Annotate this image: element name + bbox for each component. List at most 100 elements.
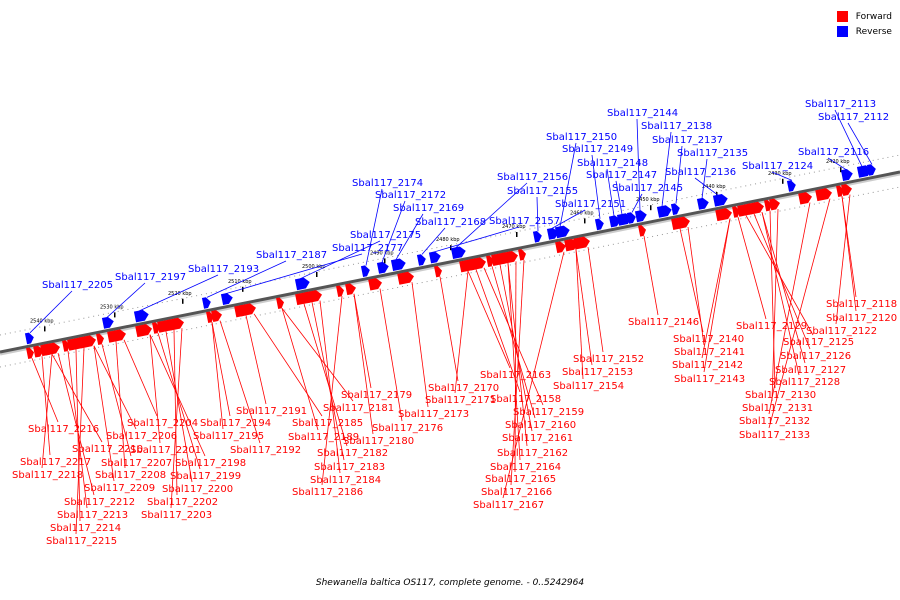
reverse-gene [626,212,636,224]
forward-gene-leader [173,329,178,496]
forward-gene [798,192,812,205]
forward-gene [79,335,96,349]
reverse-gene [712,194,728,207]
forward-gene-leader [281,307,354,402]
reverse-gene-label: Sbal117_2174 [352,178,423,189]
forward-gene-leader [311,302,345,461]
forward-gene-leader [510,259,525,486]
forward-gene-label: Sbal117_2213 [57,510,128,521]
forward-gene [305,290,322,304]
reverse-gene-leader [551,209,586,229]
reverse-gene-label: Sbal117_2151 [555,199,626,210]
legend-reverse-label: Reverse [855,26,892,37]
forward-gene [167,317,184,331]
reverse-gene [532,231,542,243]
reverse-gene [840,169,853,181]
scale-tick-label: 2460 kbp [570,210,594,216]
scale-tick-mark [182,298,184,304]
forward-gene-leader [321,296,343,486]
forward-gene-label: Sbal117_2143 [674,374,745,385]
forward-gene-label: Sbal117_2199 [170,471,241,482]
forward-gene-label: Sbal117_2209 [84,483,155,494]
reverse-gene-leader [536,196,539,232]
reverse-gene-label: Sbal117_2175 [350,230,421,241]
forward-gene-leader [41,354,53,469]
reverse-gene-label: Sbal117_2124 [742,161,813,172]
forward-gene-leader [353,293,374,435]
forward-gene-leader [507,262,521,461]
forward-gene-label: Sbal117_2201 [130,445,201,456]
forward-gene-leader [245,315,267,405]
reverse-gene-leader [455,182,528,248]
forward-gene-label: Sbal117_2130 [745,390,816,401]
reverse-gene [294,277,310,291]
reverse-gene [786,180,796,192]
forward-gene-leader [211,322,224,430]
scale-tick-mark [450,245,452,251]
forward-gene-label: Sbal117_2154 [553,381,624,392]
forward-gene [638,225,646,237]
forward-gene-label: Sbal117_2195 [193,431,264,442]
forward-gene-leader [123,339,158,417]
reverse-gene-leader [675,145,683,204]
genome-caption: Shewanella baltica OS117, complete genom… [315,578,585,588]
reverse-gene-leader [847,122,873,165]
forward-gene-leader [353,293,372,389]
scale-tick-label: 2490 kbp [370,250,394,256]
forward-gene-label: Sbal117_2194 [200,418,271,429]
scale-tick-label: 2470 kbp [502,224,526,230]
scale-tick-label: 2500 kbp [302,264,326,270]
forward-gene-label: Sbal117_2217 [20,457,91,468]
reverse-gene [554,225,570,239]
forward-gene-leader [157,332,201,470]
reverse-gene-label: Sbal117_2144 [607,108,678,119]
reverse-gene-label: Sbal117_2156 [497,172,568,183]
legend: Forward Reverse [836,9,892,39]
forward-gene-leader [93,345,137,430]
forward-gene-label: Sbal117_2208 [95,470,166,481]
forward-gene-label: Sbal117_2204 [127,418,198,429]
forward-gene [747,201,764,215]
reverse-gene-label: Sbal117_2168 [415,217,486,228]
forward-gene [135,324,152,338]
reverse-gene-leader [827,157,847,170]
reverse-gene [220,293,233,305]
forward-gene [276,297,284,309]
forward-gene-label: Sbal117_2159 [513,407,584,418]
reverse-gene-label: Sbal117_2155 [507,186,578,197]
forward-gene [397,271,414,285]
reverse-gene-label: Sbal117_2187 [256,250,327,261]
forward-gene-leader [41,356,51,456]
forward-gene-label: Sbal117_2179 [341,390,412,401]
forward-gene-leader [319,300,341,474]
scale-tick-label: 2480 kbp [436,237,460,243]
reverse-gene [450,246,466,259]
forward-gene-label: Sbal117_2166 [481,487,552,498]
forward-gene-label: Sbal117_2118 [826,299,897,310]
reverse-gene-leader [206,260,287,298]
forward-gene-label: Sbal117_2207 [101,458,172,469]
reverse-gene-label: Sbal117_2148 [577,158,648,169]
forward-gene-label: Sbal117_2176 [372,423,443,434]
reverse-gene [390,258,406,271]
upper-track-line [0,154,900,336]
legend-forward: Forward [836,9,892,24]
forward-gene-leader [93,345,115,482]
scale-tick-mark [840,167,842,173]
forward-gene-label: Sbal117_2215 [46,536,117,547]
reverse-gene [594,218,604,231]
reverse-gene-leader [365,188,383,266]
forward-gene-label: Sbal117_2141 [674,347,745,358]
forward-gene-leader [643,235,659,316]
reverse-gene-leader [661,131,672,207]
reverse-gene-label: Sbal117_2197 [115,272,186,283]
forward-gene-leader [75,349,81,522]
reverse-gene-leader [701,158,708,199]
scale-tick-mark [44,326,46,332]
reverse-gene-leader [381,200,406,263]
forward-gene [368,278,382,291]
reverse-gene [416,254,426,266]
forward-gene-leader [439,276,459,382]
reverse-gene-leader [29,290,73,334]
